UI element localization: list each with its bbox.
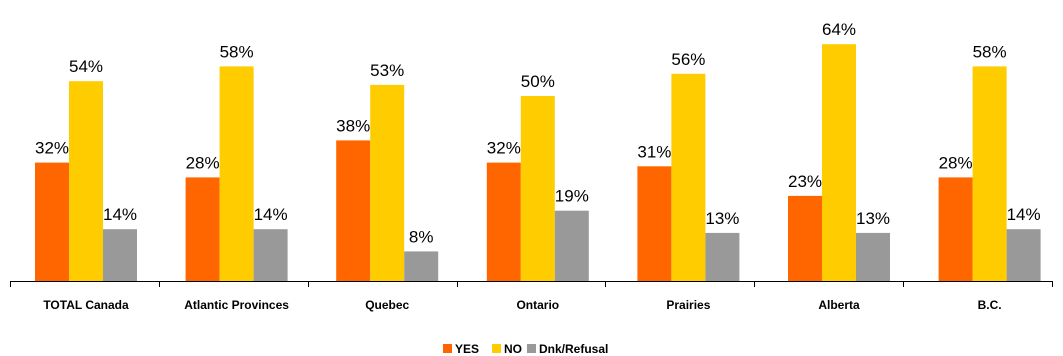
bar-dnk-refusal-0 (103, 229, 137, 281)
bar-no-0 (69, 81, 103, 281)
value-label: 56% (671, 50, 705, 69)
value-label: 13% (856, 209, 890, 228)
legend-label: YES (455, 342, 479, 356)
legend-label: Dnk/Refusal (539, 342, 608, 356)
value-label: 58% (973, 42, 1007, 61)
category-label: TOTAL Canada (43, 298, 129, 312)
value-label: 14% (1007, 205, 1041, 224)
value-label: 28% (939, 153, 973, 172)
value-label: 23% (788, 172, 822, 191)
bar-yes-6 (938, 177, 973, 281)
value-label: 31% (637, 142, 671, 161)
legend-swatch-yes (443, 344, 452, 353)
bar-no-2 (370, 84, 405, 282)
value-label: 54% (69, 57, 103, 76)
bar-no-4 (671, 73, 706, 281)
bar-yes-5 (788, 195, 822, 281)
bar-dnk-refusal-6 (1006, 229, 1041, 281)
value-label: 32% (487, 139, 521, 158)
bar-yes-2 (336, 140, 371, 281)
category-label: B.C. (978, 298, 1002, 312)
bar-dnk-refusal-4 (705, 232, 740, 281)
value-label: 32% (35, 139, 69, 158)
bar-dnk-refusal-2 (404, 251, 439, 281)
value-label: 14% (254, 205, 288, 224)
bar-yes-0 (35, 162, 69, 281)
bar-yes-1 (185, 177, 220, 281)
value-label: 8% (409, 227, 434, 246)
category-label: Atlantic Provinces (184, 298, 289, 312)
bar-no-1 (219, 66, 254, 282)
value-label: 13% (705, 209, 739, 228)
value-label: 19% (555, 187, 589, 206)
value-label: 38% (336, 116, 370, 135)
value-label: 58% (220, 42, 254, 61)
bar-dnk-refusal-3 (554, 210, 589, 281)
bar-yes-4 (637, 166, 672, 281)
bar-no-3 (520, 96, 555, 281)
value-label: 64% (822, 20, 856, 39)
bar-yes-3 (486, 162, 521, 281)
bar-no-5 (822, 44, 856, 282)
category-label: Alberta (818, 298, 860, 312)
value-label: 50% (521, 72, 555, 91)
bar-dnk-refusal-5 (856, 232, 890, 281)
bar-dnk-refusal-1 (253, 229, 288, 281)
value-label: 53% (370, 61, 404, 80)
bar-no-6 (972, 66, 1007, 282)
value-label: 28% (186, 153, 220, 172)
legend-swatch-dnk-refusal (527, 344, 536, 353)
category-label: Ontario (516, 298, 559, 312)
legend-swatch-no (492, 344, 501, 353)
legend-label: NO (504, 342, 522, 356)
value-label: 14% (103, 205, 137, 224)
category-label: Quebec (365, 298, 409, 312)
category-label: Prairies (666, 298, 710, 312)
